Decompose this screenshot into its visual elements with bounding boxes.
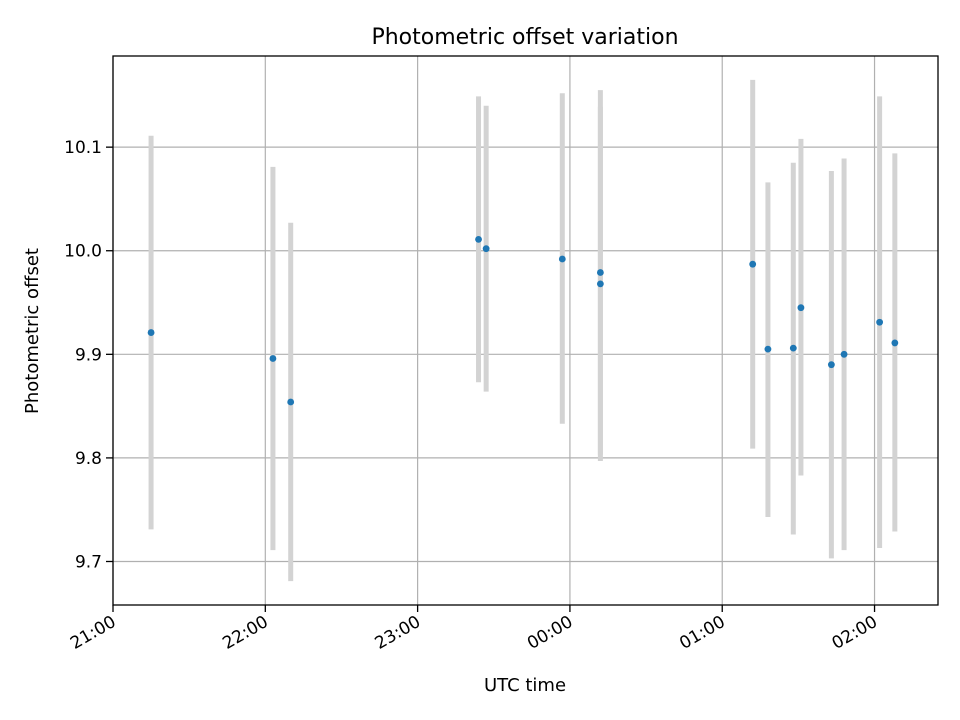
data-point	[891, 339, 899, 347]
data-point	[287, 398, 295, 406]
data-point	[596, 280, 604, 288]
data-point	[827, 361, 835, 369]
y-tick-label: 10.0	[64, 242, 102, 262]
y-tick-label: 9.7	[75, 552, 102, 572]
y-tick-label: 10.1	[64, 138, 102, 158]
plot-frame	[112, 55, 939, 606]
data-point	[269, 355, 277, 362]
x-axis-label: UTC time	[484, 675, 566, 696]
data-point	[797, 304, 805, 312]
chart-title: Photometric offset variation	[371, 25, 678, 50]
data-point	[749, 260, 757, 268]
data-point	[840, 350, 848, 358]
data-point	[764, 345, 772, 353]
data-point	[147, 329, 155, 336]
data-point	[596, 269, 604, 276]
data-point	[789, 344, 797, 352]
data-point	[482, 245, 490, 253]
data-point	[876, 318, 884, 326]
y-tick-label: 9.9	[75, 345, 102, 365]
y-axis-ticks: 9.7 9.8 9.9 10.0 10.1	[64, 138, 113, 572]
y-axis-label: Photometric offset	[22, 248, 43, 414]
data-point	[475, 235, 482, 243]
data-point	[558, 255, 566, 263]
y-tick-label: 9.8	[75, 449, 102, 469]
data-points	[147, 235, 899, 406]
